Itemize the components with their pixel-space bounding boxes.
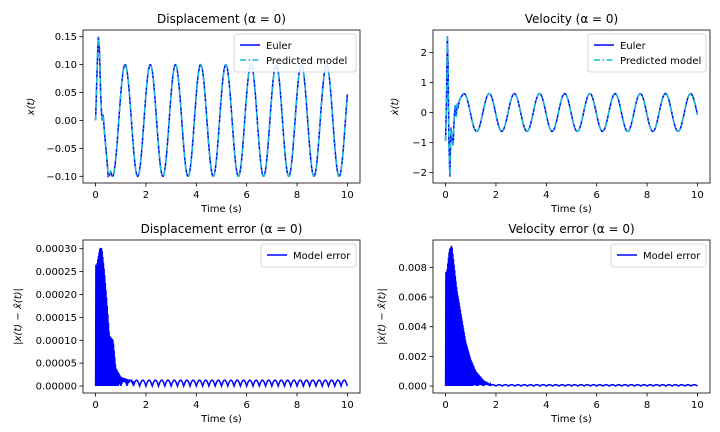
legend-box bbox=[233, 33, 357, 73]
x-tick-label: 4 bbox=[543, 400, 549, 411]
y-axis-label: x(t) bbox=[26, 98, 37, 117]
y-tick-label: −0.10 bbox=[46, 172, 77, 183]
x-tick-label: 0 bbox=[92, 190, 98, 201]
chart-title: Displacement error (α = 0) bbox=[141, 222, 303, 236]
chart-title: Velocity (α = 0) bbox=[525, 12, 618, 26]
legend-label: Euler bbox=[266, 41, 293, 52]
series-line-model-error bbox=[94, 247, 349, 389]
y-tick-label: 0.15 bbox=[55, 32, 77, 43]
legend: Model error bbox=[260, 243, 357, 268]
chart-panel-3: 0 2 4 6 8 10 0.00000 0.00005 0.00010 0.00015 0.000… bbox=[12, 222, 361, 425]
x-tick-label: 8 bbox=[644, 400, 650, 411]
legend-label: Euler bbox=[620, 41, 647, 52]
y-tick-label: 0.00025 bbox=[36, 267, 77, 278]
x-tick-label: 6 bbox=[243, 400, 249, 411]
x-tick-label: 10 bbox=[691, 190, 704, 201]
y-tick-label: −2 bbox=[412, 168, 427, 179]
y-tick-label: −1 bbox=[412, 138, 427, 149]
x-tick-label: 8 bbox=[294, 190, 300, 201]
x-tick-label: 8 bbox=[294, 400, 300, 411]
y-tick-label: 0 bbox=[421, 108, 427, 119]
y-tick-label: 0.00015 bbox=[36, 313, 77, 324]
legend-label: Model error bbox=[293, 251, 351, 262]
x-axis-label: Time (s) bbox=[200, 204, 242, 215]
axes-frame bbox=[432, 29, 711, 184]
chart-panel-1: 0 2 4 6 8 10 −0.10 −0.05 0.00 0.05 0.10 0.15 Displac… bbox=[26, 12, 361, 215]
x-tick-label: 2 bbox=[143, 190, 149, 201]
series-line-model-error bbox=[444, 245, 698, 387]
x-axis-label: Time (s) bbox=[200, 414, 242, 425]
legend-box bbox=[587, 33, 707, 73]
legend-label: Predicted model bbox=[620, 56, 701, 67]
x-tick-label: 4 bbox=[193, 190, 199, 201]
x-tick-label: 6 bbox=[243, 190, 249, 201]
y-axis-label: ẋ(t) bbox=[390, 98, 401, 117]
chart-panel-4: 0 2 4 6 8 10 0.000 0.002 0.004 0.006 0.008 Velocity… bbox=[376, 222, 711, 425]
y-tick-label: 0.004 bbox=[398, 322, 427, 333]
legend-label: Model error bbox=[643, 251, 701, 262]
legend: Model error bbox=[610, 243, 707, 268]
axes-frame bbox=[432, 239, 711, 394]
y-tick-label: 0.00020 bbox=[36, 290, 77, 301]
x-tick-label: 10 bbox=[691, 400, 704, 411]
chart-panel-2: 0 2 4 6 8 10 −2 −1 0 1 2 Velocity (α = 0) Time (s) ẋ(… bbox=[390, 12, 711, 215]
x-tick-label: 2 bbox=[493, 400, 499, 411]
y-tick-label: 0.00000 bbox=[36, 382, 77, 393]
x-tick-label: 4 bbox=[543, 190, 549, 201]
x-tick-label: 4 bbox=[193, 400, 199, 411]
y-tick-label: −0.05 bbox=[46, 144, 77, 155]
legend-label: Predicted model bbox=[266, 56, 347, 67]
x-tick-label: 2 bbox=[493, 190, 499, 201]
x-tick-label: 0 bbox=[92, 400, 98, 411]
y-tick-label: 0.00 bbox=[55, 116, 77, 127]
y-axis-label: |ẋ(t) − x̂̇(t)| bbox=[376, 288, 388, 345]
y-tick-label: 2 bbox=[421, 48, 427, 59]
y-tick-label: 0.002 bbox=[398, 352, 427, 363]
chart-title: Velocity error (α = 0) bbox=[508, 222, 634, 236]
y-tick-label: 0.05 bbox=[55, 88, 77, 99]
axes-frame bbox=[82, 239, 361, 394]
axes-frame bbox=[82, 29, 361, 184]
y-tick-label: 1 bbox=[421, 78, 427, 89]
y-tick-label: 0.00010 bbox=[36, 336, 77, 347]
x-tick-label: 10 bbox=[341, 190, 354, 201]
x-tick-label: 8 bbox=[644, 190, 650, 201]
x-tick-label: 0 bbox=[442, 190, 448, 201]
y-axis-label: |x(t) − x̂(t)| bbox=[12, 288, 24, 345]
x-tick-label: 2 bbox=[143, 400, 149, 411]
x-tick-label: 6 bbox=[593, 190, 599, 201]
legend-box bbox=[610, 243, 707, 268]
y-tick-label: 0.006 bbox=[398, 293, 427, 304]
legend-box bbox=[260, 243, 357, 268]
x-axis-label: Time (s) bbox=[550, 204, 592, 215]
x-axis-label: Time (s) bbox=[550, 414, 592, 425]
y-tick-label: 0.008 bbox=[398, 263, 427, 274]
chart-title: Displacement (α = 0) bbox=[157, 12, 286, 26]
y-tick-label: 0.10 bbox=[55, 60, 77, 71]
x-tick-label: 0 bbox=[442, 400, 448, 411]
y-tick-label: 0.00005 bbox=[36, 359, 77, 370]
legend: Euler Predicted model bbox=[587, 33, 707, 73]
x-tick-label: 6 bbox=[593, 400, 599, 411]
x-tick-label: 10 bbox=[341, 400, 354, 411]
y-tick-label: 0.00030 bbox=[36, 244, 77, 255]
legend: Euler Predicted model bbox=[233, 33, 357, 73]
y-tick-label: 0.000 bbox=[398, 382, 427, 393]
series-line-predicted-model bbox=[94, 36, 349, 178]
series-line-predicted-model bbox=[444, 35, 699, 178]
